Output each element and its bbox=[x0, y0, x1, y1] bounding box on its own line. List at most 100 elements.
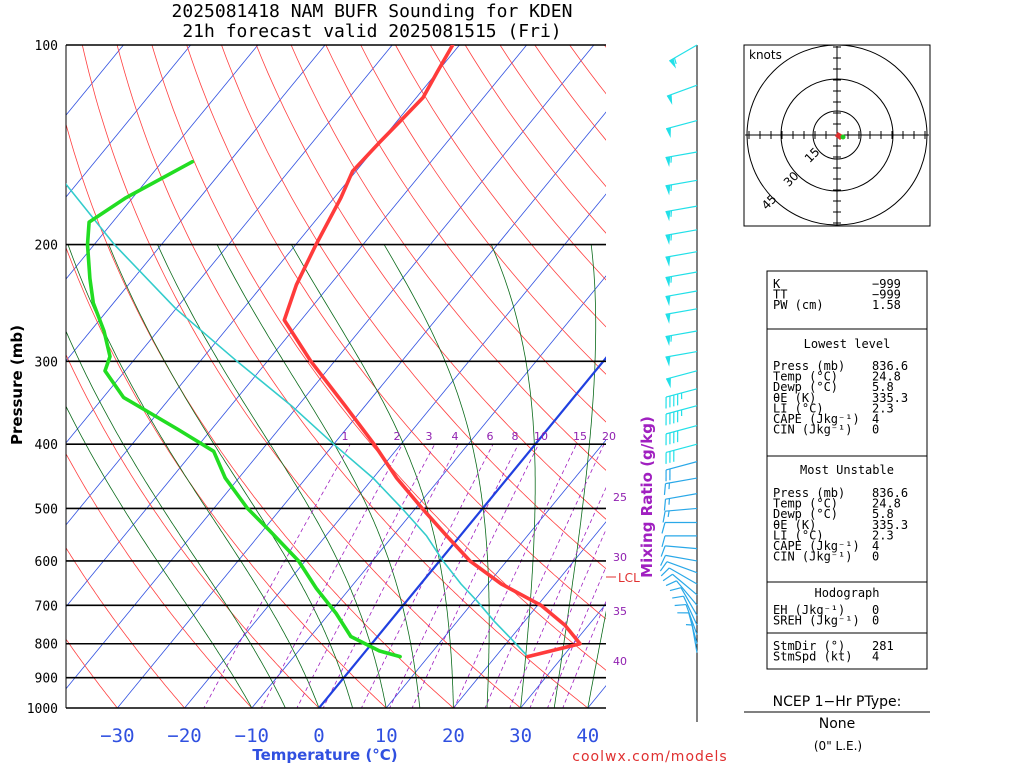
dry-adiabat bbox=[66, 547, 186, 708]
dry-adiabat bbox=[464, 45, 606, 234]
wind-barb-full bbox=[661, 535, 666, 548]
pressure-tick-label: 900 bbox=[35, 672, 58, 687]
dry-adiabat bbox=[66, 122, 455, 708]
wind-barb-shaft bbox=[665, 205, 698, 213]
mixing-ratio-tick-label: 4 bbox=[452, 430, 459, 443]
mixing-ratio-tick-label: 15 bbox=[573, 430, 587, 443]
mixing-ratio-tick-label: 20 bbox=[602, 430, 616, 443]
pressure-tick-label: 300 bbox=[35, 355, 58, 370]
temperature-tick-label: 40 bbox=[576, 725, 599, 747]
profile-temperature bbox=[282, 45, 582, 659]
index-value: 1.58 bbox=[872, 298, 901, 312]
pressure-tick-label: 200 bbox=[35, 239, 58, 254]
dry-adiabat bbox=[290, 45, 606, 471]
wind-barb-shaft bbox=[665, 290, 698, 298]
wind-barb-flag bbox=[665, 156, 671, 168]
mixing-ratio-tick-label: 3 bbox=[426, 430, 433, 443]
wind-barb bbox=[665, 405, 698, 426]
dry-adiabat bbox=[66, 638, 118, 708]
mixing-ratio-line bbox=[203, 443, 351, 708]
isotherm-line bbox=[66, 45, 192, 198]
wind-barb bbox=[661, 521, 697, 534]
wind-barb bbox=[665, 251, 698, 267]
mixing-ratio-line bbox=[296, 444, 436, 708]
wind-barb bbox=[660, 545, 698, 557]
temperature-tick-label: 10 bbox=[375, 725, 398, 747]
wind-barb-shaft bbox=[665, 330, 698, 338]
index-value: 24.8 bbox=[872, 370, 901, 384]
wind-barb bbox=[665, 580, 698, 606]
index-value: 4 bbox=[872, 650, 879, 664]
dry-adiabat bbox=[116, 45, 589, 708]
mixing-ratio-line bbox=[260, 444, 403, 708]
index-section-header: Most Unstable bbox=[800, 463, 894, 477]
wind-barb-shaft bbox=[665, 507, 698, 512]
wind-barb-shaft bbox=[680, 587, 698, 616]
dry-adiabat bbox=[325, 45, 606, 423]
dry-adiabat bbox=[66, 246, 387, 708]
wind-barb-flag bbox=[665, 210, 671, 222]
wind-barb bbox=[672, 595, 698, 626]
wind-barb-full bbox=[660, 555, 667, 566]
index-value: 0 bbox=[872, 423, 879, 437]
wind-barb-flag bbox=[665, 356, 671, 367]
index-value: 5.8 bbox=[872, 507, 894, 521]
pressure-tick-label: 1000 bbox=[27, 702, 58, 717]
wind-barb bbox=[665, 443, 698, 464]
index-value: 836.6 bbox=[872, 486, 908, 500]
wind-barb-full bbox=[669, 587, 682, 592]
wind-barb-shaft bbox=[665, 493, 698, 500]
isotherm-line bbox=[251, 275, 606, 708]
wind-barb-flag bbox=[666, 377, 671, 389]
mixing-ratio-tick-label: 25 bbox=[613, 491, 627, 504]
mixing-ratio-tick-label: 35 bbox=[613, 605, 627, 618]
temperature-tick-label: 30 bbox=[509, 725, 532, 747]
mixing-ratio-tick-label: 2 bbox=[394, 430, 401, 443]
hodograph-units: knots bbox=[749, 48, 782, 62]
mixing-ratio-tick-label: 8 bbox=[512, 430, 519, 443]
wind-barb bbox=[661, 535, 697, 548]
moist-adiabat bbox=[66, 405, 253, 708]
moist-adiabat bbox=[291, 244, 454, 708]
wind-barb bbox=[665, 205, 698, 222]
index-label: θE (K) bbox=[773, 518, 816, 532]
wind-barb-shaft bbox=[665, 554, 698, 562]
index-value: 4 bbox=[872, 412, 879, 426]
wind-barb bbox=[659, 561, 698, 574]
wind-barb-full bbox=[672, 595, 684, 599]
moist-adiabat bbox=[216, 244, 421, 708]
wind-barb-shaft bbox=[672, 573, 698, 596]
dry-adiabat bbox=[186, 45, 606, 620]
credit-text: coolwx.com/models bbox=[572, 749, 727, 765]
mixing-ratio-line bbox=[509, 486, 606, 708]
ptype-value: None bbox=[819, 716, 856, 732]
wind-barb-flag bbox=[665, 256, 671, 267]
index-label: CAPE (Jkg⁻¹) bbox=[773, 412, 860, 426]
isotherm-line bbox=[184, 193, 606, 708]
temperature-tick-label: −10 bbox=[235, 725, 269, 747]
index-label: Temp (°C) bbox=[773, 370, 838, 384]
index-value: 335.3 bbox=[872, 391, 908, 405]
wind-barb bbox=[665, 425, 698, 446]
moist-adiabat bbox=[66, 330, 286, 708]
isotherm-line bbox=[66, 45, 393, 444]
wind-barb-flag bbox=[666, 127, 671, 138]
moist-adiabat bbox=[587, 610, 606, 708]
wind-barb-flag bbox=[666, 94, 673, 105]
index-label: Temp (°C) bbox=[773, 497, 838, 511]
index-label: CIN (Jkg⁻¹) bbox=[773, 550, 852, 564]
isotherm-line bbox=[520, 603, 606, 708]
mixing-ratio-line bbox=[360, 444, 494, 708]
temperature-tick-label: −30 bbox=[100, 725, 134, 747]
wind-barb-shaft bbox=[665, 308, 698, 315]
isotherm-line bbox=[116, 111, 606, 708]
wind-barb-shaft bbox=[665, 425, 698, 435]
pressure-tick-label: 700 bbox=[35, 599, 58, 614]
dry-adiabat bbox=[429, 45, 606, 281]
dry-adiabat bbox=[395, 45, 606, 328]
wind-barb-shaft bbox=[682, 595, 698, 626]
dry-adiabat bbox=[151, 45, 606, 671]
wind-barb bbox=[665, 271, 698, 288]
mixing-ratio-line bbox=[453, 444, 577, 708]
index-label: TT bbox=[773, 288, 787, 302]
